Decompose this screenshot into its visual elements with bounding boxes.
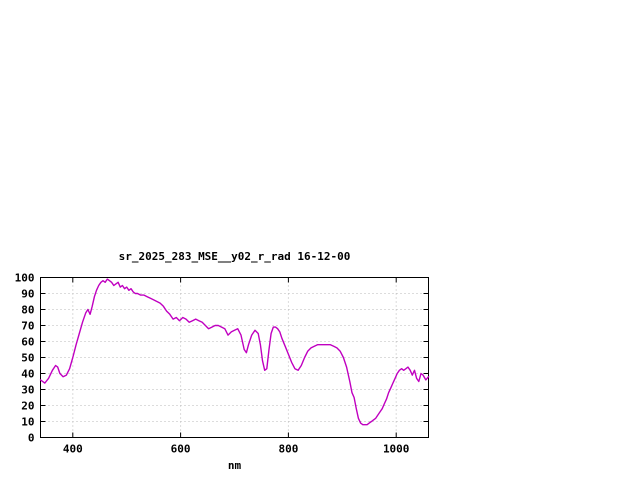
svg-text:100: 100: [15, 272, 35, 285]
chart-title: sr_2025_283_MSE__y02_r_rad 16-12-00: [118, 250, 351, 263]
svg-text:600: 600: [171, 443, 191, 456]
svg-text:40: 40: [21, 368, 34, 381]
svg-text:30: 30: [21, 384, 34, 397]
svg-text:0: 0: [28, 432, 35, 445]
svg-text:60: 60: [21, 336, 34, 349]
svg-text:400: 400: [63, 443, 83, 456]
svg-text:20: 20: [21, 400, 34, 413]
svg-text:90: 90: [21, 288, 34, 301]
svg-text:800: 800: [278, 443, 298, 456]
svg-text:80: 80: [21, 304, 34, 317]
svg-text:50: 50: [21, 352, 34, 365]
svg-text:10: 10: [21, 416, 34, 429]
svg-text:70: 70: [21, 320, 34, 333]
x-axis-label: nm: [227, 459, 242, 472]
svg-text:1000: 1000: [383, 443, 410, 456]
